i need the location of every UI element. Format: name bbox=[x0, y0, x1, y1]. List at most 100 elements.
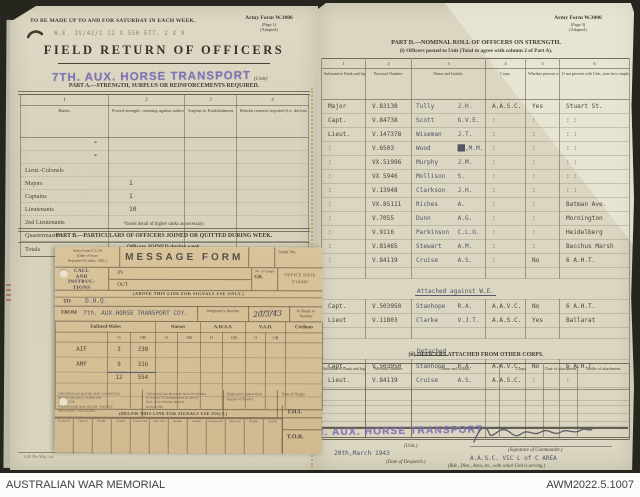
empty-cell bbox=[155, 372, 178, 384]
strength-row: AMF 9 316 bbox=[55, 357, 323, 373]
part-d-subheading: (i) Officers posted to Unit (Total to ag… bbox=[399, 48, 553, 54]
form-reference-left: Army Form W.3006 (Page 1) (Adapted) bbox=[230, 15, 308, 33]
empty-cell bbox=[577, 405, 630, 422]
empty-cell bbox=[411, 389, 500, 406]
empty-cell bbox=[200, 372, 223, 384]
present-cell: : bbox=[525, 225, 560, 240]
column-label: Whether present with Unit (insert Yes or… bbox=[525, 68, 560, 100]
message-form-header: Army Form C.2128 (Date of issue Reprinte… bbox=[55, 246, 323, 269]
column-number: 1 bbox=[321, 58, 366, 69]
corps-cell: : bbox=[485, 113, 526, 128]
rank-label: Lieutenants bbox=[25, 205, 54, 213]
empty-cell bbox=[321, 327, 366, 339]
rule bbox=[18, 242, 310, 243]
signal-column: Sender bbox=[263, 419, 283, 455]
corps-cell: : bbox=[485, 127, 526, 142]
sub-header: O bbox=[245, 332, 266, 343]
reinforcements-cell bbox=[236, 137, 309, 151]
corps-cell: A.A.S.C. bbox=[485, 99, 526, 114]
total-row: 12 554 bbox=[55, 372, 323, 384]
empty-cell bbox=[577, 389, 630, 406]
empty-cell bbox=[177, 357, 201, 373]
empty-cell bbox=[285, 372, 323, 384]
rank-row: * bbox=[20, 137, 309, 151]
to-label: TO bbox=[63, 298, 71, 305]
form-page-number: (Page 1) bbox=[261, 21, 277, 27]
present-cell: : bbox=[525, 239, 560, 254]
rank-cell: : bbox=[321, 183, 366, 198]
column-number: 2 bbox=[108, 94, 185, 106]
unit-stamp-top: 7TH. AUX. HORSE TRANSPORT (Unit) bbox=[52, 67, 268, 85]
column-number: 5 bbox=[525, 58, 560, 69]
group-header: Civilians bbox=[285, 322, 323, 333]
form-number: Army Form W.3006 bbox=[554, 15, 602, 21]
empty-cell bbox=[411, 327, 486, 339]
empty-cell bbox=[265, 357, 286, 373]
rule bbox=[18, 228, 310, 232]
pencil-annotation: W.E. IV/42/1 12 X 550 ETT. 2 X 9 bbox=[54, 31, 185, 37]
column-label: Personal Number. bbox=[365, 363, 412, 390]
initials: G.V.E. bbox=[457, 117, 480, 124]
personal-number-cell: V.81465 bbox=[365, 239, 412, 254]
initials: A.M. bbox=[457, 243, 473, 250]
rank-label: Totals bbox=[25, 245, 41, 253]
signal-column: Sender bbox=[111, 418, 131, 454]
serving-formation-label: (Bde., Divn., Area, etc., with which Uni… bbox=[448, 464, 546, 469]
message-form-reference: Army Form C.2128 (Date of issue Reprinte… bbox=[55, 246, 121, 268]
empty-cell bbox=[321, 389, 366, 406]
rank-cell: : bbox=[321, 141, 366, 156]
message-form-title: MESSAGE FORM bbox=[120, 246, 250, 269]
rank-cell: : bbox=[321, 253, 366, 268]
name-initials: Riches A. bbox=[413, 201, 484, 208]
name-initials: Wiseman J.T. bbox=[413, 131, 484, 138]
form-page-number: (Page 3) bbox=[570, 21, 586, 27]
officers-count: 9 bbox=[107, 357, 131, 373]
column-number: 3 bbox=[184, 94, 237, 106]
rank-cell: Lieut bbox=[321, 313, 366, 328]
rank-cell: * bbox=[20, 150, 109, 164]
gr-label: GR. bbox=[254, 275, 263, 281]
reinforcements-cell bbox=[236, 176, 309, 190]
personal-number-cell: V.84738 bbox=[365, 113, 412, 128]
days-date-value: 20/3/43 bbox=[252, 308, 283, 319]
empty-cell bbox=[525, 327, 560, 339]
printer-imprint: A.H. Pke Mfg. Ltd. bbox=[24, 455, 54, 459]
column-number: 3 bbox=[411, 58, 486, 69]
column-label: Surplus to Establishment. bbox=[184, 105, 237, 138]
initials: J.H. bbox=[457, 103, 473, 110]
empty-cell bbox=[411, 405, 500, 422]
initials: J.H. bbox=[457, 187, 473, 194]
part-b-heading: PART B.—PARTICULARS OF OFFICERS JOINED O… bbox=[55, 233, 273, 239]
sub-header: O bbox=[200, 332, 223, 343]
signal-column: Time Out bbox=[225, 419, 245, 455]
corps-cell: A.A.S.C. bbox=[485, 313, 526, 328]
empty-cell bbox=[559, 267, 630, 279]
rule bbox=[321, 427, 628, 429]
officers-total: 12 bbox=[107, 372, 131, 384]
rank-cell: Majors .... .... .... bbox=[20, 176, 109, 190]
column-label: Substantive Rank and higher temporary ra… bbox=[321, 363, 366, 390]
column-number: 6 bbox=[559, 58, 630, 69]
punch-hole bbox=[59, 268, 69, 278]
initials: C.L.G. bbox=[457, 229, 480, 236]
empty-cell bbox=[485, 267, 526, 279]
empty-cell bbox=[155, 342, 178, 358]
date-of-despatch-value: 20th,March 1943 bbox=[334, 450, 390, 457]
column-label: Corps. bbox=[499, 363, 544, 390]
part-a-heading: PART A.—STRENGTH, SURPLUS OR REINFORCEME… bbox=[68, 83, 260, 89]
officer-row: Lieut V.11803 Clarke V.J.T. A.A.S.C. Yes Balla… bbox=[321, 313, 630, 328]
empty-row bbox=[321, 405, 630, 422]
empty-cell bbox=[177, 372, 201, 384]
call-and-instructions-row: CALL AND INSTRUC- TIONS IN OUT No. of Group… bbox=[55, 267, 323, 292]
personal-number-cell: V.147378 bbox=[365, 127, 412, 142]
name-cell: Clarkson J.H. bbox=[411, 183, 486, 198]
column-label: Nature of attachment. bbox=[577, 363, 630, 390]
surname: Murphy bbox=[416, 159, 439, 166]
employed-cell: Batman Ave. bbox=[559, 197, 630, 212]
empty-cell bbox=[485, 327, 526, 339]
name-initials: Wood ██,M.M. bbox=[413, 145, 484, 152]
column-labels-row: Substantive Rank and higher temporary ra… bbox=[321, 68, 630, 100]
column-number: 4 bbox=[236, 94, 309, 106]
posted-strength-cell: 1 bbox=[108, 189, 185, 203]
